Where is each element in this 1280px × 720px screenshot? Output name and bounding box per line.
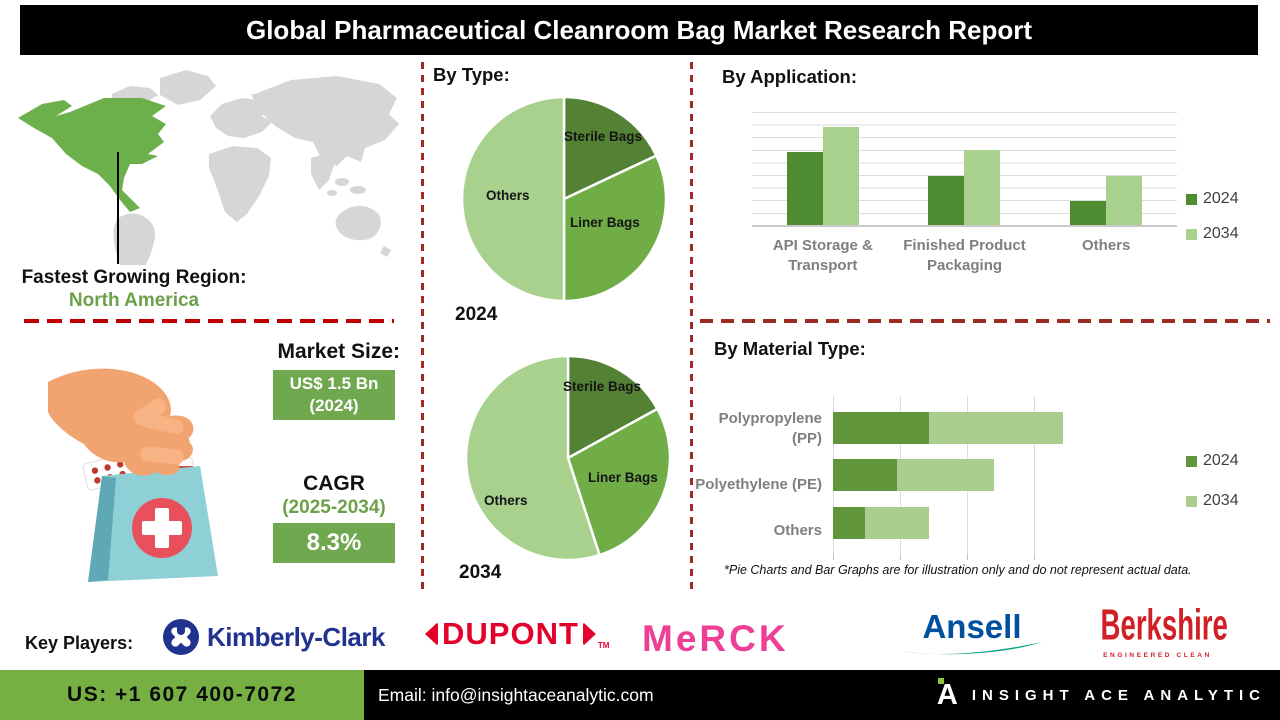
kimberly-clark-icon [163, 619, 199, 655]
map-australia [335, 205, 381, 241]
pie-2024-label-sterile-bags: Sterile Bags [564, 129, 643, 144]
pie-2034-label-sterile-bags: Sterile Bags [563, 379, 642, 394]
legend-label-2034: 2034 [1203, 492, 1239, 509]
pie-2024-label-others: Others [486, 188, 530, 203]
market-size-label: Market Size: [277, 340, 400, 363]
section-heading-by-material: By Material Type: [714, 338, 866, 359]
map-africa [209, 146, 271, 222]
application-category-labels: API Storage & Transport Finished Product… [752, 236, 1177, 277]
medical-cross-h [142, 521, 182, 535]
logo-berkshire: Berkshire ENGINEERED CLEAN [1095, 602, 1228, 659]
cagr-value: 8.3% [306, 529, 362, 556]
legend-swatch-2034 [1186, 495, 1197, 507]
insight-ace-brand-text: INSIGHT ACE ANALYTIC [971, 686, 1266, 704]
map-asia [251, 76, 399, 166]
logo-kimberly-clark: Kimberly-Clark [162, 618, 385, 656]
legend-swatch-2024 [1186, 193, 1197, 205]
material-category-pp: Polypropylene (PP) [718, 410, 822, 447]
legend-swatch-2034 [1186, 228, 1197, 240]
application-category-api: API Storage & Transport [772, 237, 873, 275]
application-category-finished: Finished Product Packaging [903, 237, 1026, 275]
logo-ansell: Ansell [902, 608, 1042, 656]
map-leader-line [117, 152, 119, 264]
legend-swatch-2024 [1186, 455, 1197, 467]
dupont-left-bracket-icon [425, 622, 438, 646]
hand [48, 368, 194, 476]
material-legend: 2024 2034 [1186, 452, 1239, 510]
kimberly-clark-wordmark: Kimberly-Clark [207, 621, 385, 652]
map-south-america [113, 213, 155, 265]
pie-chart-2024: Sterile Bags Liner Bags Others [458, 93, 670, 305]
market-size-year: (2024) [309, 396, 359, 415]
horizontal-divider-right [700, 319, 1270, 323]
ansell-swoosh-icon [902, 642, 1042, 655]
application-category-others: Others [1082, 237, 1131, 254]
map-japan [377, 121, 387, 139]
vertical-divider-left [421, 62, 424, 594]
insight-ace-a-icon: A [936, 677, 958, 711]
pie-2034-label-liner-bags: Liner Bags [588, 470, 658, 485]
legend-item-2024: 2024 [1186, 190, 1239, 208]
material-bar-chart [833, 396, 1101, 560]
key-players-label: Key Players: [25, 633, 134, 653]
medicine-bag-illustration [48, 368, 218, 582]
footer-email: Email: info@insightaceanalytic.com [378, 684, 654, 705]
legend-item-2034: 2034 [1186, 225, 1239, 243]
map-europe [210, 98, 272, 138]
dupont-trademark: TM [597, 641, 610, 650]
section-heading-by-application: By Application: [722, 66, 857, 87]
berkshire-tagline: ENGINEERED CLEAN [1103, 652, 1212, 659]
legend-label-2024: 2024 [1203, 452, 1239, 469]
fastest-growing-label: Fastest Growing Region: [21, 267, 247, 288]
report-title-text: Global Pharmaceutical Cleanroom Bag Mark… [245, 14, 1033, 45]
map-island [350, 186, 366, 194]
cagr-period: (2025-2034) [282, 497, 386, 518]
footer-bar: Email: info@insightaceanalytic.com A INS… [364, 670, 1280, 720]
market-size-value: US$ 1.5 Bn [289, 373, 379, 393]
pie-chart-2034: Sterile Bags Liner Bags Others [462, 352, 674, 564]
application-legend: 2024 2034 [1186, 190, 1239, 243]
legend-item-2034: 2034 [1186, 492, 1239, 510]
cagr-label: CAGR [303, 472, 365, 495]
legend-item-2024: 2024 [1186, 452, 1239, 470]
world-map [18, 70, 399, 265]
bag-side-fold [88, 476, 116, 582]
material-category-labels: Polypropylene (PP) Polyethylene (PE) Oth… [690, 396, 822, 554]
pie-2024-label-liner-bags: Liner Bags [570, 215, 640, 230]
map-island [335, 178, 349, 186]
footer-phone-panel: US: +1 607 400-7072 [0, 670, 364, 720]
cagr-badge: 8.3% [273, 523, 395, 563]
report-title: Global Pharmaceutical Cleanroom Bag Mark… [20, 5, 1258, 55]
market-size-badge: US$ 1.5 Bn (2024) [273, 370, 395, 420]
insight-ace-analytic-logo: A INSIGHT ACE ANALYTIC [936, 677, 1266, 711]
application-bar-chart [752, 112, 1177, 227]
legend-label-2024: 2024 [1203, 190, 1239, 207]
map-new-zealand [380, 246, 391, 257]
vertical-divider-right [690, 62, 693, 594]
pie-2034-label-others: Others [484, 493, 528, 508]
legend-label-2034: 2034 [1203, 225, 1239, 242]
footer-phone: US: +1 607 400-7072 [67, 683, 297, 706]
material-category-others: Others [773, 522, 822, 540]
horizontal-divider-left [24, 319, 394, 323]
logo-merck: MeRCK [642, 618, 789, 659]
pie-2024-svg [460, 95, 668, 303]
logo-dupont: DUPONT TM [425, 616, 609, 652]
berkshire-wordmark: Berkshire [1100, 602, 1228, 650]
ansell-wordmark: Ansell [922, 608, 1022, 645]
pie-2034-svg [464, 354, 672, 562]
map-north-america-highlight [18, 98, 166, 212]
fastest-growing-region: North America [68, 290, 200, 311]
pie-2024-year: 2024 [455, 304, 498, 325]
section-heading-by-type: By Type: [433, 64, 510, 85]
map-greenland [160, 70, 216, 105]
dupont-right-bracket-icon [582, 622, 596, 646]
disclaimer-note: *Pie Charts and Bar Graphs are for illus… [724, 563, 1192, 577]
dupont-wordmark: DUPONT [442, 616, 579, 651]
material-category-pe: Polyethylene (PE) [695, 475, 822, 493]
map-island [327, 190, 337, 196]
pie-2034-year: 2034 [459, 562, 502, 583]
map-india [311, 154, 335, 190]
